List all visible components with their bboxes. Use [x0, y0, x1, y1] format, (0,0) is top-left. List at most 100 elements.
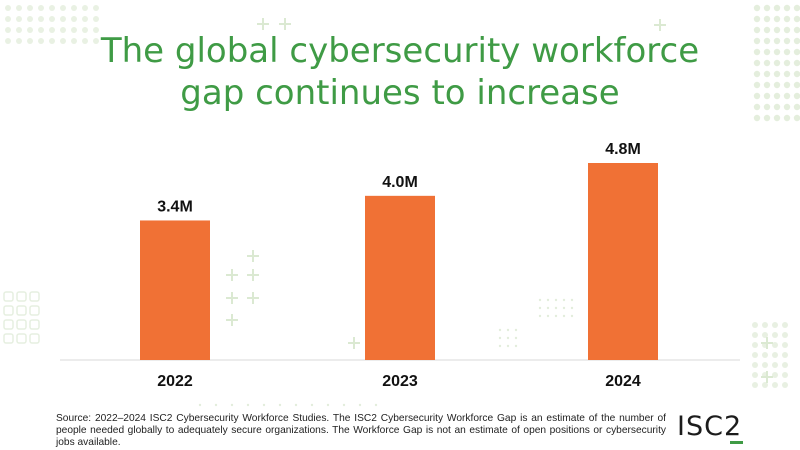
decor-dot [782, 342, 788, 348]
decor-dot [753, 15, 761, 23]
decor-dot [562, 306, 566, 310]
decor-dot [763, 103, 771, 111]
decor-dot [82, 5, 88, 11]
decor-dot [16, 38, 22, 44]
decor-dot [5, 5, 11, 11]
decor-dot [294, 403, 298, 407]
bar-2023 [365, 195, 435, 360]
decor-dot [763, 15, 771, 23]
decor-square [3, 333, 14, 344]
decor-square [3, 319, 14, 330]
decor-dot [793, 103, 800, 111]
decor-dot [753, 48, 761, 56]
decor-plus [279, 18, 291, 30]
decor-square [3, 291, 14, 302]
decor-dot [554, 306, 558, 310]
decor-dot [554, 298, 558, 302]
isc2-logo: ISC2 [677, 411, 743, 442]
decor-dot [763, 4, 771, 12]
decor-dot [753, 59, 761, 67]
decor-dot [60, 16, 66, 22]
decor-dot [93, 5, 99, 11]
decor-dot [27, 38, 33, 44]
decor-dot [763, 37, 771, 45]
decor-dot [782, 322, 788, 328]
decor-dot [506, 328, 510, 332]
decor-dot [246, 403, 250, 407]
decor-dot [230, 403, 234, 407]
decor-dot [772, 342, 778, 348]
decor-dot [793, 37, 800, 45]
decor-dot [793, 26, 800, 34]
decor-dot [546, 314, 550, 318]
decor-square [16, 305, 27, 316]
bar-2022 [140, 220, 210, 360]
decor-dot [763, 92, 771, 100]
decor-square [16, 319, 27, 330]
decor-dot [16, 5, 22, 11]
decor-dot [570, 306, 574, 310]
decor-dot [773, 48, 781, 56]
decor-dot [783, 48, 791, 56]
decor-dot [753, 103, 761, 111]
decor-dot [60, 5, 66, 11]
decor-dot [782, 382, 788, 388]
decor-dot [49, 16, 55, 22]
decor-dot [358, 403, 362, 407]
decor-dot [5, 27, 11, 33]
decor-square [29, 319, 40, 330]
value-label-2024: 4.8M [605, 141, 641, 158]
value-label-2023: 4.0M [382, 174, 418, 191]
decor-dot [793, 92, 800, 100]
decor-dot [783, 15, 791, 23]
decor-dot [763, 81, 771, 89]
decor-dot [752, 332, 758, 338]
decor-dot [49, 27, 55, 33]
decor-dot [71, 38, 77, 44]
decor-dot [773, 26, 781, 34]
decor-dot [763, 70, 771, 78]
decor-dot [5, 16, 11, 22]
title-line-2: gap continues to increase [180, 73, 620, 113]
decor-dot [763, 59, 771, 67]
source-footnote: Source: 2022–2024 ISC2 Cybersecurity Wor… [56, 413, 666, 448]
decor-dot [752, 322, 758, 328]
decor-dot [498, 336, 502, 340]
bar-2024 [588, 163, 658, 360]
decor-dot [753, 26, 761, 34]
decor-plus [226, 269, 238, 281]
decor-square [16, 333, 27, 344]
decor-square [29, 291, 40, 302]
decor-dot [753, 37, 761, 45]
decor-dot [93, 16, 99, 22]
decor-dot [16, 16, 22, 22]
decor-dot [71, 5, 77, 11]
decor-dot [5, 38, 11, 44]
decor-dot [763, 114, 771, 122]
decor-dot [783, 103, 791, 111]
decor-dot [506, 344, 510, 348]
decor-dot [60, 27, 66, 33]
decor-dot [546, 306, 550, 310]
decor-dot [38, 16, 44, 22]
category-label-2024: 2024 [605, 373, 641, 390]
decor-dot [793, 15, 800, 23]
decor-dot [773, 92, 781, 100]
decor-plus [654, 19, 666, 31]
decor-dot [762, 322, 768, 328]
decor-dot [753, 81, 761, 89]
decor-plus [247, 250, 259, 262]
decor-dot [773, 15, 781, 23]
decor-dot [498, 328, 502, 332]
decor-dot [562, 314, 566, 318]
decor-plus [247, 292, 259, 304]
decor-dot [773, 37, 781, 45]
decor-dot [514, 328, 518, 332]
decor-dot [752, 382, 758, 388]
decor-dot [27, 27, 33, 33]
decor-dot [752, 362, 758, 368]
decor-dot [82, 38, 88, 44]
decor-dot [783, 4, 791, 12]
